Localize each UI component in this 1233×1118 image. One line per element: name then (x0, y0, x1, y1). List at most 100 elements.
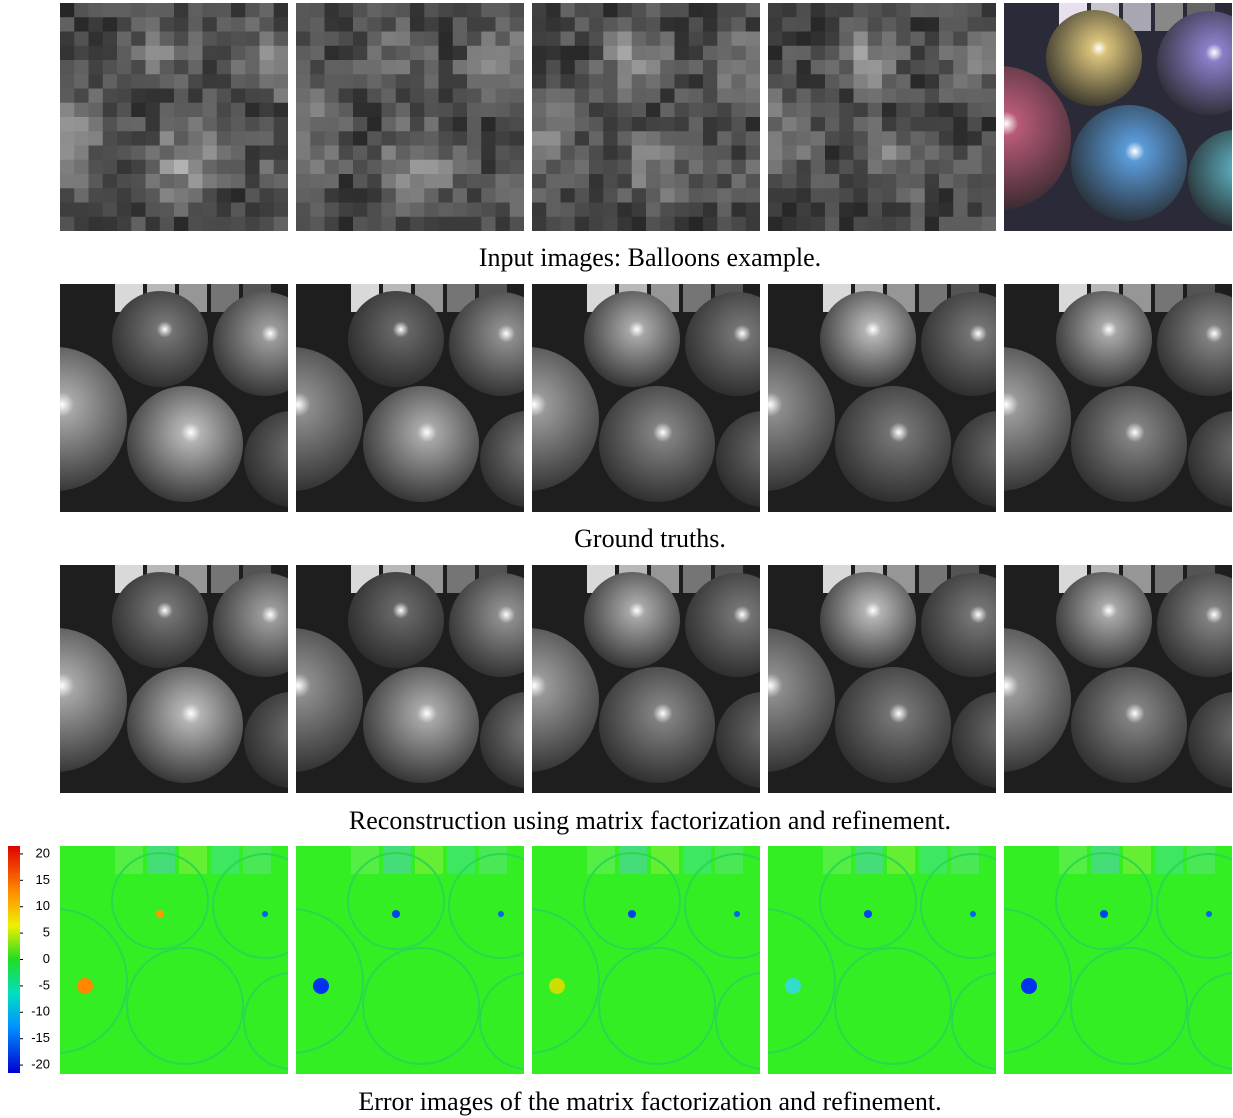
pixel (424, 131, 439, 146)
pixel (617, 131, 633, 146)
pixel (452, 45, 468, 61)
pixel (174, 60, 189, 75)
pixel (131, 216, 146, 231)
pixel (796, 117, 812, 132)
pixel (216, 3, 232, 18)
pixel (839, 102, 854, 118)
pixel (467, 117, 482, 132)
pixel (867, 3, 883, 18)
pixel (188, 45, 203, 61)
error-spot (156, 910, 164, 918)
pixel (589, 60, 604, 75)
pixel (88, 159, 104, 175)
pixel (410, 174, 425, 189)
pixel (853, 188, 869, 203)
error-bg (532, 846, 760, 1074)
pixel (410, 88, 425, 104)
pixel (896, 188, 911, 203)
pixel (810, 216, 826, 231)
pixel (216, 202, 232, 218)
pixel (174, 17, 189, 32)
pixel (395, 74, 411, 89)
checker (383, 846, 411, 874)
pixel (60, 117, 75, 132)
balloon (532, 628, 599, 772)
pixel (853, 17, 869, 32)
pixel (924, 74, 940, 89)
colorbar-tick-label: 10 (36, 898, 50, 913)
pixel (259, 145, 275, 161)
pixel (546, 216, 561, 231)
pixel (703, 88, 718, 104)
pixel (731, 3, 747, 18)
pixel (796, 159, 812, 175)
pixel (381, 60, 397, 75)
pixel (589, 102, 604, 118)
pixel (117, 202, 132, 218)
pixel (102, 188, 118, 203)
pixel (546, 202, 561, 218)
pixel (467, 202, 482, 218)
pixel (88, 188, 104, 203)
pixel (810, 45, 826, 61)
balloon-edge (920, 853, 996, 959)
pixel (768, 188, 783, 203)
pixel (981, 102, 996, 118)
pixel (631, 74, 647, 89)
pixel (202, 145, 218, 161)
pixel (688, 174, 704, 189)
pixel (159, 216, 175, 231)
pixel (839, 17, 854, 32)
pixel (660, 145, 675, 161)
pixel (532, 45, 547, 61)
pixel (532, 60, 547, 75)
pixel (174, 131, 189, 146)
pixel (338, 131, 354, 146)
pixel (745, 159, 760, 175)
pixel (768, 145, 783, 161)
pixel (509, 188, 524, 203)
pixel (717, 117, 732, 132)
pixel (867, 117, 883, 132)
pixel (589, 117, 604, 132)
pixel (495, 88, 511, 104)
balloon (835, 667, 951, 783)
pixel (481, 74, 496, 89)
pixel (981, 159, 996, 175)
pixel (424, 45, 439, 61)
pixel (574, 17, 590, 32)
pixel (74, 17, 89, 32)
balloon-edge (1004, 908, 1072, 1054)
pixel (688, 131, 704, 146)
pixel (560, 188, 576, 203)
pixel (660, 159, 675, 175)
pixel (102, 159, 118, 175)
pixel (546, 159, 561, 175)
pixel (782, 102, 797, 118)
pixel (296, 131, 311, 146)
pixel (745, 3, 760, 18)
pixel (825, 188, 840, 203)
pixel (509, 216, 524, 231)
pixel (703, 117, 718, 132)
image-panel (768, 565, 996, 793)
pixel (159, 74, 175, 89)
pixel (117, 131, 132, 146)
pixel (296, 31, 311, 47)
pixel (367, 3, 382, 18)
pixel (796, 145, 812, 161)
balloon-edge (479, 972, 524, 1070)
pixel (259, 45, 275, 61)
pixel (395, 131, 411, 146)
pixel (953, 17, 968, 32)
pixel (717, 159, 732, 175)
pixel (102, 3, 118, 18)
pixel (117, 3, 132, 18)
pixel (424, 117, 439, 132)
pixel (839, 45, 854, 61)
pixel (131, 102, 146, 118)
colorbar-tick-label: 20 (36, 845, 50, 860)
checker (619, 846, 647, 874)
pixel (717, 174, 732, 189)
pixel (745, 145, 760, 161)
